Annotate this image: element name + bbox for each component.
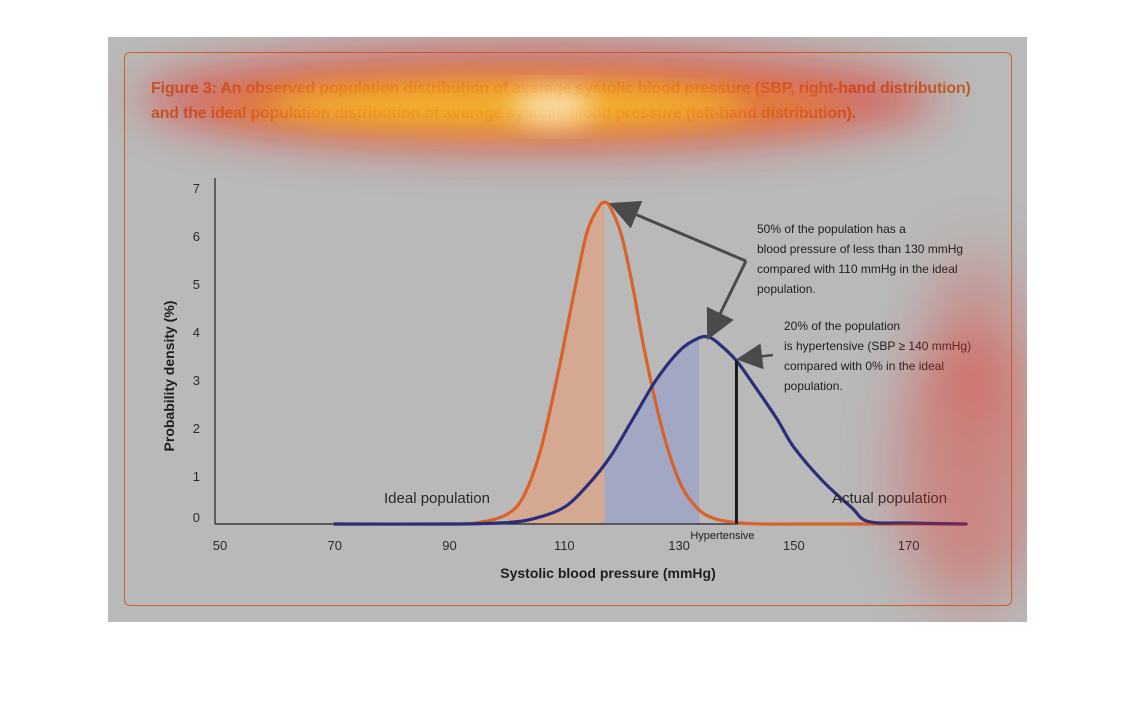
caption-line-1: Figure 3: An observed population distrib… [151,80,971,97]
y-tick-label: 1 [193,469,200,484]
shaded-region-2 [604,338,700,524]
hypertensive-label: Hypertensive [690,530,754,542]
x-tick-label: 50 [213,538,227,553]
x-tick-label: 90 [442,538,456,553]
y-tick-label: 2 [193,421,200,436]
annotation-line: 20% of the population [784,319,900,333]
y-tick-label: 6 [193,229,200,244]
x-tick-label: 70 [328,538,342,553]
series-label-ideal: Ideal population [384,490,490,507]
x-tick-label: 110 [554,538,575,553]
caption-line-2: and the ideal population distribution of… [151,105,856,122]
y-tick-label: 3 [193,373,200,388]
annotation-line: 50% of the population has a [757,222,906,236]
annotation-1: 50% of the population has a blood pressur… [757,222,963,296]
figure-canvas: 50 70 90 110 130 150 170 0 1 2 3 4 5 6 7 Systolic blood… [108,37,1027,622]
y-tick-label: 0 [193,510,200,525]
annotation-line: compared with 110 mmHg in the ideal [757,262,958,276]
x-tick-label: 130 [668,538,690,553]
figure-frame [124,52,1012,606]
shaded-region-1 [506,202,605,524]
arrow-to-threshold [736,343,774,370]
annotation-line: blood pressure of less than 130 mmHg [757,242,963,256]
y-tick-label: 7 [193,181,200,196]
arrow-to-actual-peak [706,260,748,341]
figure-caption: Figure 3: An observed population distrib… [151,76,971,126]
x-axis-title: Systolic blood pressure (mmHg) [500,565,715,581]
annotation-line: population. [784,379,843,393]
y-tick-label: 5 [193,277,200,292]
series-line-ideal [333,200,968,526]
y-axis-title: Probability density (%) [161,301,177,452]
series-line-actual [333,334,968,526]
y-tick-label: 4 [193,325,200,340]
arrow-to-ideal-peak [608,200,747,263]
x-tick-label: 150 [783,538,805,553]
annotation-line: population. [757,282,816,296]
